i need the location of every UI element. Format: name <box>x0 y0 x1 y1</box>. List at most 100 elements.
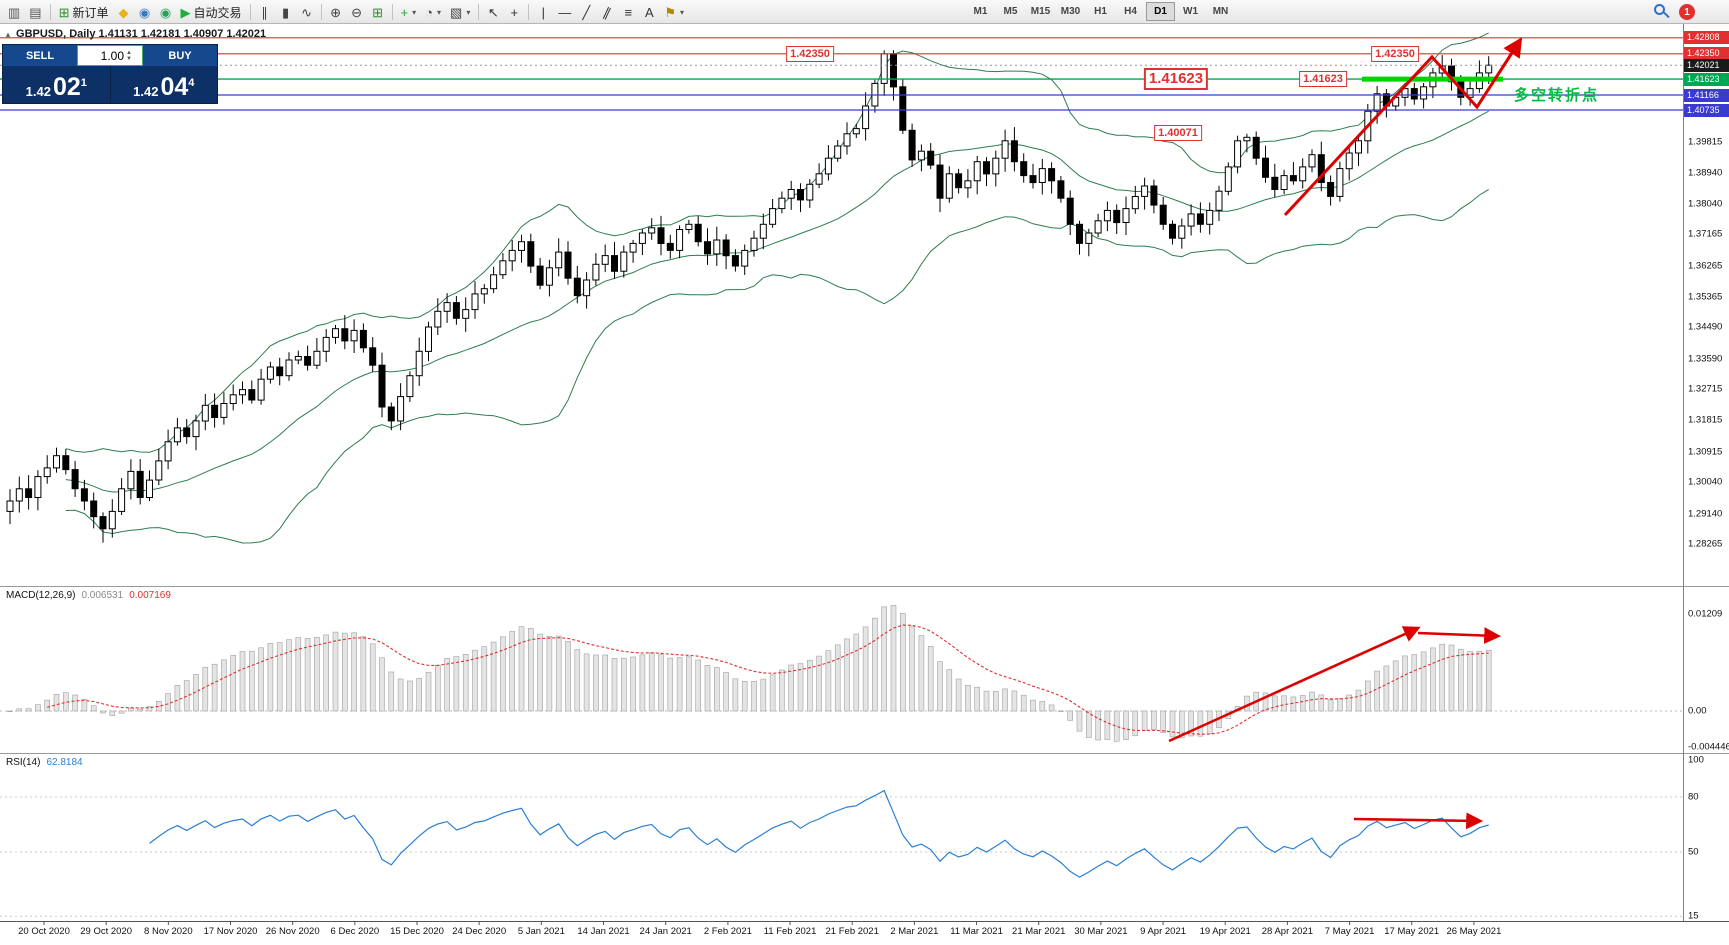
text-tool-button[interactable]: A <box>639 2 659 22</box>
trend-arrow[interactable] <box>1168 626 1421 743</box>
time-axis-label: 29 Oct 2020 <box>80 926 133 937</box>
candlestick-icon: ▮ <box>281 4 290 20</box>
indicators-icon: + <box>400 4 409 20</box>
price-axis-tag: 1.42350 <box>1684 47 1729 61</box>
periods-icon: ◔ <box>425 4 433 20</box>
time-axis-label: 2 Mar 2021 <box>890 926 939 937</box>
buy-button[interactable]: BUY <box>143 45 217 66</box>
zoom-in-button[interactable]: ⊕ <box>326 2 346 22</box>
price-axis-tick: 1.28265 <box>1688 538 1723 550</box>
rsi-axis-tick: 15 <box>1688 910 1699 922</box>
horizontal-line-icon: — <box>558 4 572 20</box>
bar-chart-button[interactable]: ∥ <box>255 2 275 22</box>
timeframe-d1[interactable]: D1 <box>1146 2 1175 21</box>
symbol-info-bar: ▴ GBPUSD, Daily 1.41131 1.42181 1.40907 … <box>6 28 266 40</box>
new-order-button[interactable]: ⊞ 新订单 <box>55 2 113 22</box>
buy-price-point: 4 <box>188 77 195 89</box>
indicators-button[interactable]: + ▾ <box>397 2 421 22</box>
trendline-button[interactable]: ╱ <box>576 2 596 22</box>
rsi-axis-tick: 50 <box>1688 846 1699 858</box>
bollinger-lower <box>65 188 1489 544</box>
strategy-tester-button[interactable]: ◉ <box>156 2 176 22</box>
new-chart-icon: ▥ <box>8 4 21 20</box>
timeframe-mn[interactable]: MN <box>1212 6 1229 17</box>
price-axis-tag: 1.42808 <box>1684 31 1729 45</box>
trend-arrow[interactable] <box>1417 627 1502 644</box>
cursor-icon: ↖ <box>487 4 499 20</box>
new-chart-button[interactable]: ▥ <box>4 2 24 22</box>
horizontal-line-button[interactable]: — <box>554 2 575 22</box>
price-axis-tick: 1.31815 <box>1688 414 1723 426</box>
time-axis-label: 19 Apr 2021 <box>1199 926 1251 937</box>
tile-windows-button[interactable]: ⊞ <box>368 2 388 22</box>
rsi-line <box>149 789 1489 878</box>
macd-label-row: MACD(12,26,9) 0.006531 0.007169 <box>6 590 171 601</box>
bollinger-middle <box>65 110 1489 493</box>
channel-button[interactable]: ∥ <box>597 2 617 22</box>
lot-increase-icon[interactable]: ▲ <box>126 49 132 56</box>
templates-button[interactable]: ▧ ▾ <box>446 2 474 22</box>
rsi-axis-tick: 100 <box>1688 754 1704 766</box>
lot-decrease-icon[interactable]: ▼ <box>126 55 132 62</box>
timeframe-m1[interactable]: M1 <box>973 6 988 17</box>
vertical-line-button[interactable]: | <box>533 2 553 22</box>
crosshair-icon: + <box>510 4 519 20</box>
trend-arrow[interactable] <box>1353 812 1484 830</box>
lot-size-box: ▲ ▼ <box>77 45 143 66</box>
time-axis-label: 2 Feb 2021 <box>703 926 752 937</box>
periods-button[interactable]: ◔ ▾ <box>421 2 445 22</box>
templates-icon: ▧ <box>450 4 463 20</box>
buy-price-pips: 04 <box>160 73 189 101</box>
timeframe-m5[interactable]: M5 <box>1003 6 1018 17</box>
vertical-line-icon: | <box>541 4 546 20</box>
line-chart-button[interactable]: ∿ <box>297 2 317 22</box>
search-icon[interactable] <box>1654 4 1670 20</box>
timeframe-m15[interactable]: M15 <box>1030 6 1051 17</box>
timeframe-w1[interactable]: W1 <box>1183 6 1198 17</box>
sell-button[interactable]: SELL <box>3 45 77 66</box>
macd-axis-tick: 0.01209 <box>1688 608 1723 620</box>
time-axis-label: 21 Feb 2021 <box>825 926 879 937</box>
timeframe-h1[interactable]: H1 <box>1094 6 1107 17</box>
zoom-out-button[interactable]: ⊖ <box>347 2 367 22</box>
buy-price[interactable]: 1.42 04 4 <box>111 66 218 103</box>
metaeditor-button[interactable]: ◆ <box>114 2 134 22</box>
autotrading-button[interactable]: ▶ 自动交易 <box>177 2 246 22</box>
metaeditor-icon: ◆ <box>118 4 129 20</box>
time-axis-label: 24 Jan 2021 <box>639 926 692 937</box>
price-axis-tick: 1.39815 <box>1688 136 1723 148</box>
fibonacci-button[interactable]: ≡ <box>618 2 638 22</box>
strategy-tester-icon: ◉ <box>159 4 172 20</box>
new-order-label: 新订单 <box>72 5 109 20</box>
timeframe-group: M1 M5 M15 M30 H1 H4 D1 W1 MN <box>966 2 1235 21</box>
time-axis-label: 24 Dec 2020 <box>452 926 507 937</box>
search-lens <box>1654 4 1665 15</box>
lot-size-input[interactable] <box>80 48 124 63</box>
terminal-button[interactable]: ◉ <box>135 2 155 22</box>
time-axis-label: 8 Nov 2020 <box>144 926 193 937</box>
dropdown-caret-icon: ▾ <box>437 7 442 17</box>
trend-arrow[interactable] <box>1283 37 1523 217</box>
one-click-trade-panel: SELL ▲ ▼ BUY 1.42 02 1 1.42 04 4 <box>2 44 218 104</box>
price-callout: 1.41623 <box>1299 71 1347 88</box>
price-axis-tag: 1.41166 <box>1684 88 1729 102</box>
timeframe-h4[interactable]: H4 <box>1124 6 1137 17</box>
notification-badge[interactable]: 1 <box>1679 4 1695 20</box>
candlestick-button[interactable]: ▮ <box>276 2 296 22</box>
toolbar-separator <box>528 4 530 20</box>
timeframe-m30[interactable]: M30 <box>1060 6 1081 17</box>
profiles-button[interactable]: ▤ <box>25 2 45 22</box>
time-axis-label: 17 Nov 2020 <box>203 926 258 937</box>
cursor-button[interactable]: ↖ <box>483 2 503 22</box>
candlesticks <box>6 50 1493 543</box>
sell-price[interactable]: 1.42 02 1 <box>3 66 110 103</box>
macd-signal-value: 0.007169 <box>129 590 171 601</box>
rsi-label-row: RSI(14) 62.8184 <box>6 757 83 768</box>
collapse-icon[interactable]: ▴ <box>6 29 11 39</box>
sell-price-base: 1.42 <box>25 84 51 99</box>
crosshair-button[interactable]: + <box>504 2 524 22</box>
arrows-tool-button[interactable]: ⚑ ▾ <box>660 2 688 22</box>
